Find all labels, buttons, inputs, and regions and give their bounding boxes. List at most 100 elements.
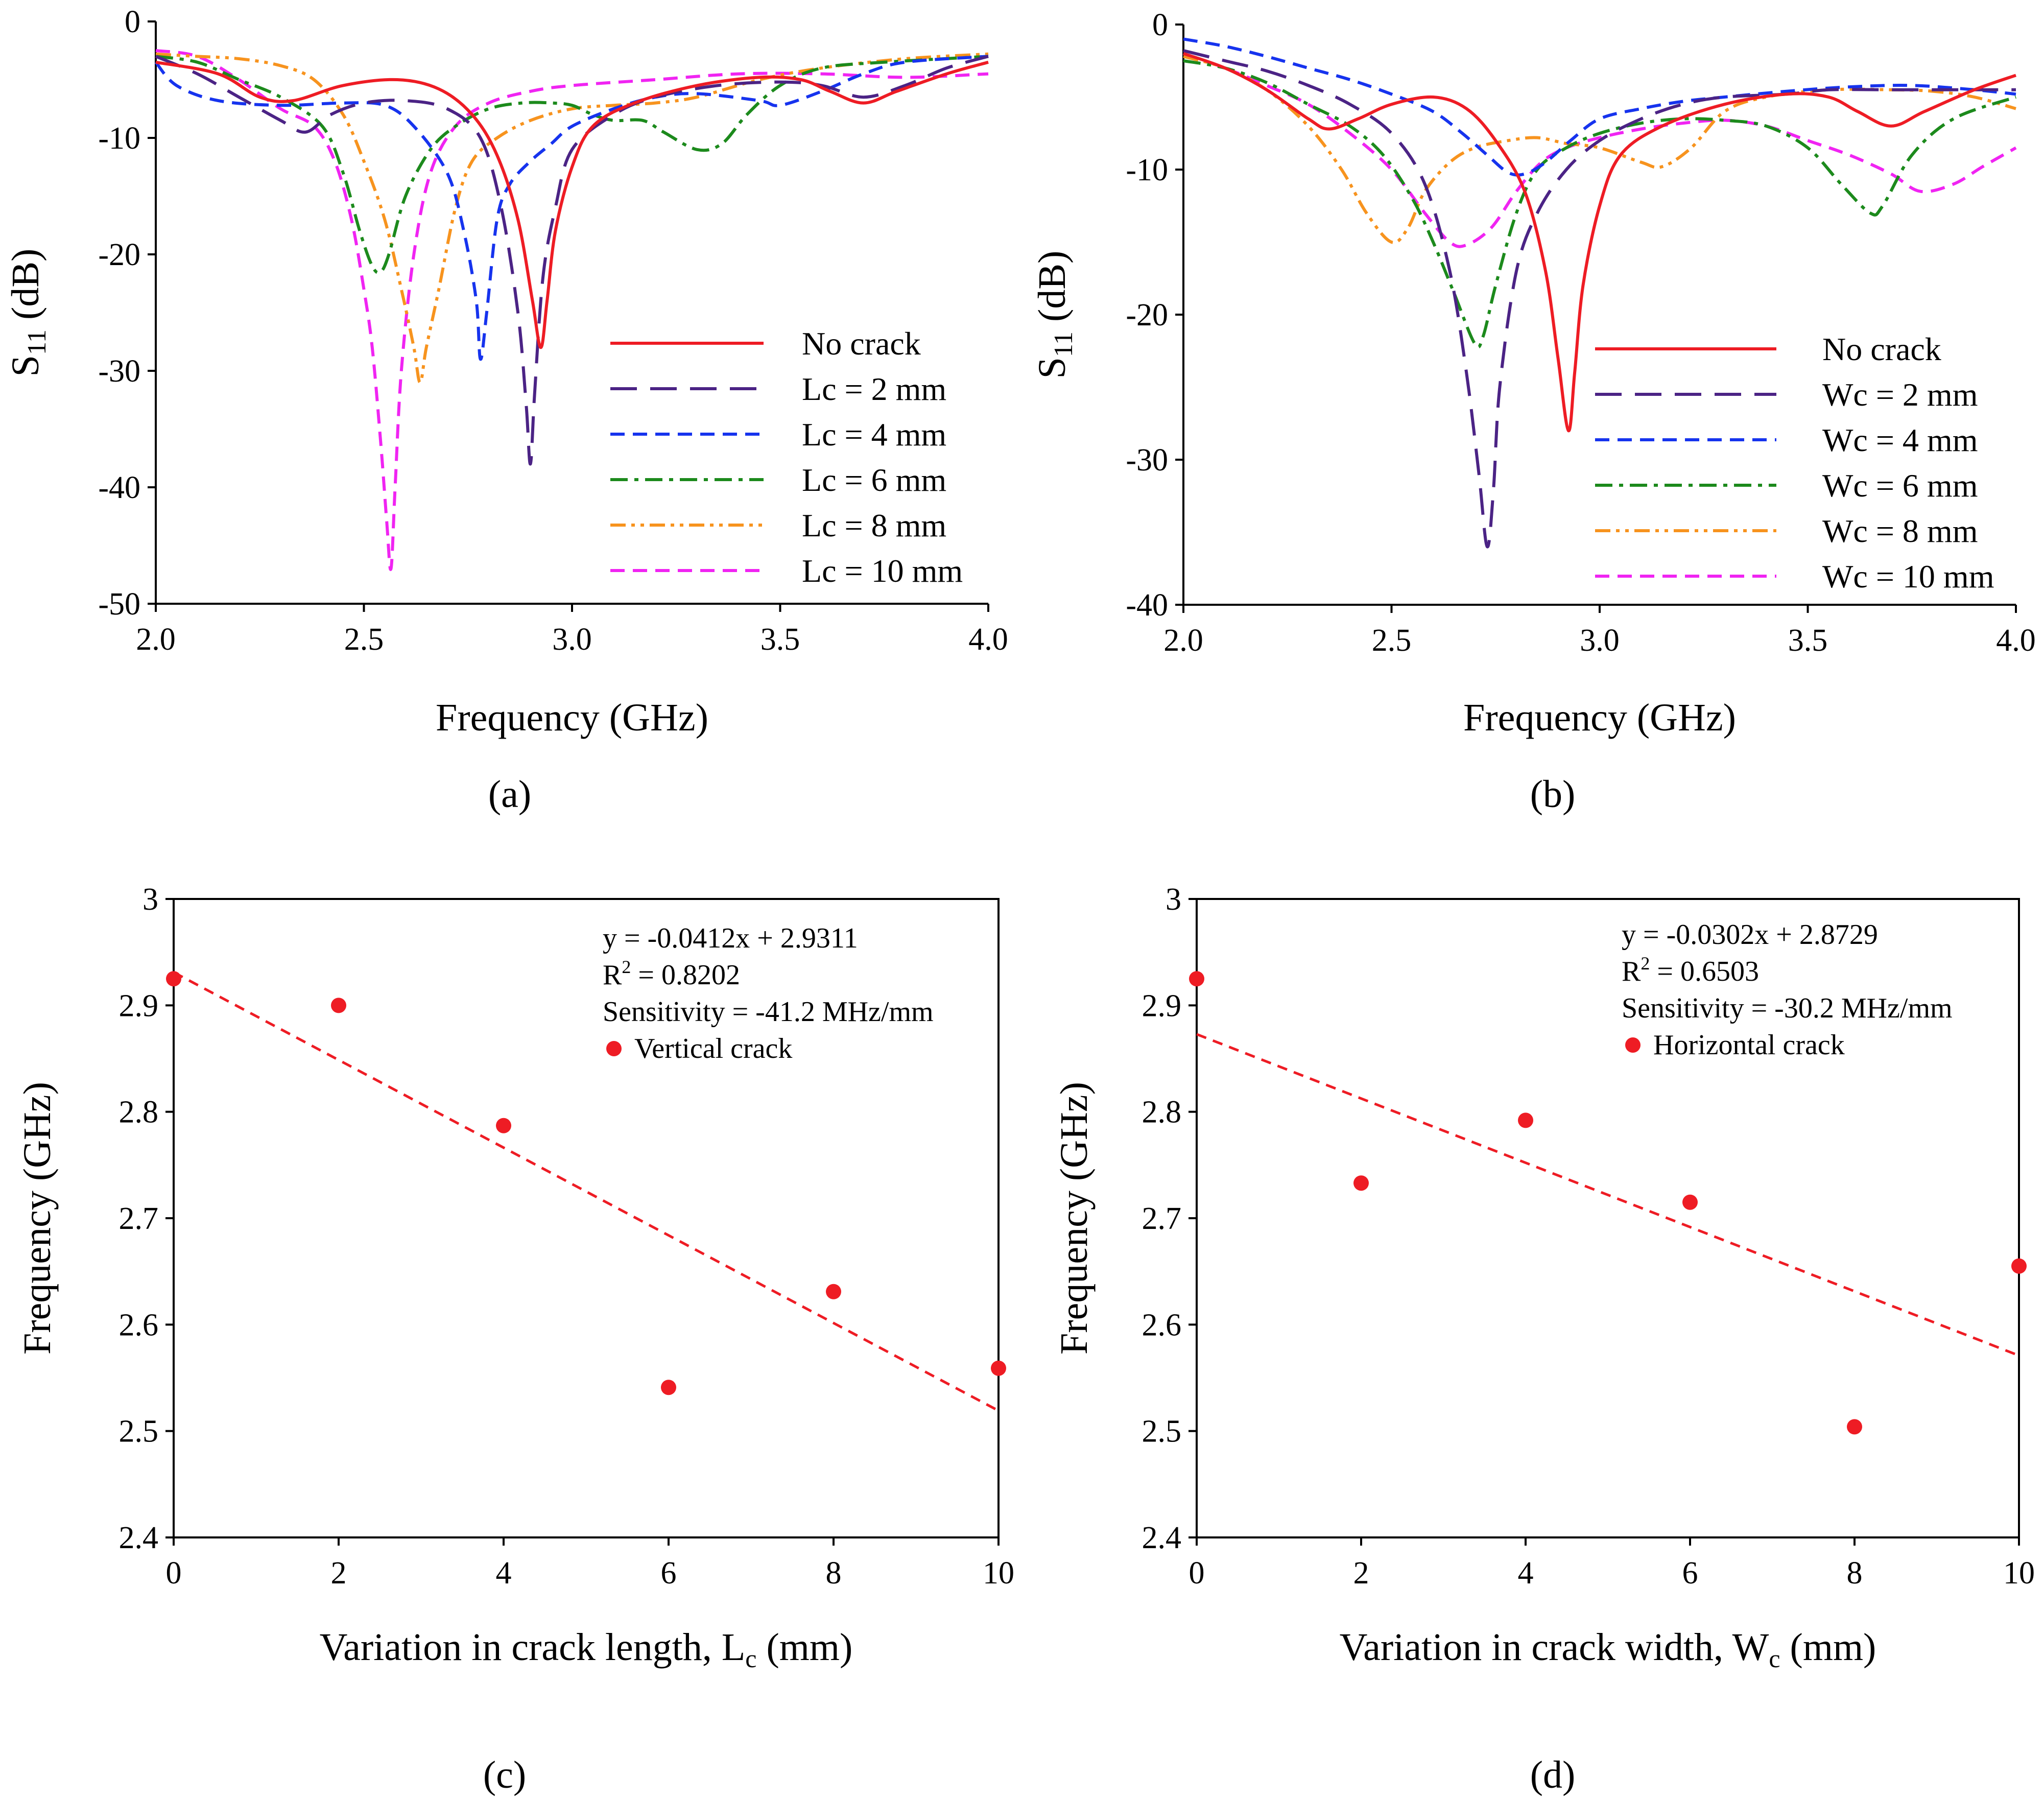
legend-label: Lc = 2 mm <box>802 371 946 407</box>
x-tick-label: 2.5 <box>1372 623 1412 658</box>
chart-panel-d: 0 2 4 6 8 10 3 2.9 2.8 2.7 2.6 2.5 2.4 Variation in c… <box>1053 882 2035 1796</box>
series-line-2 <box>155 55 989 466</box>
x-tick-label: 4 <box>496 1556 512 1591</box>
y-tick-label: 2.9 <box>119 988 159 1023</box>
y-tick-label: -50 <box>98 587 140 622</box>
x-tick-label: 2.0 <box>1163 623 1203 658</box>
chart-panel-b: 2.0 2.5 3.0 3.5 4.0 0 -10 -20 -30 -40 Frequency (G… <box>1031 8 2036 816</box>
y-tick-label: 3 <box>1166 882 1181 917</box>
y-tick-label: 2.8 <box>119 1095 159 1130</box>
y-tick-label: 2.8 <box>1142 1095 1182 1130</box>
x-axis-title: Frequency (GHz) <box>1463 696 1736 739</box>
y-axis-title-suffix: (dB) <box>1031 251 1074 331</box>
series-line-3 <box>1183 37 2016 177</box>
x-tick-label: 3.5 <box>1788 623 1828 658</box>
x-tick-label: 10 <box>2003 1556 2035 1591</box>
r-squared-symbol: R <box>1622 956 1641 987</box>
x-tick-label: 8 <box>1847 1556 1863 1591</box>
data-point <box>1189 971 1204 987</box>
legend-label: No crack <box>1822 331 1941 367</box>
x-tick-label: 2 <box>1353 1556 1369 1591</box>
legend-label: Wc = 2 mm <box>1822 376 1978 413</box>
x-axis-title: Frequency (GHz) <box>436 696 708 739</box>
x-tick-label: 4 <box>1518 1556 1534 1591</box>
series-line-5 <box>1183 55 2016 244</box>
x-tick-label: 2.5 <box>344 622 384 657</box>
y-tick-label: -10 <box>1126 153 1168 187</box>
trendline-equation: y = -0.0412x + 2.9311 <box>603 922 858 954</box>
x-axis-title: Variation in crack width, Wc (mm) <box>1340 1626 1876 1673</box>
data-point <box>331 998 346 1013</box>
panel-caption: (b) <box>1530 773 1576 816</box>
y-axis-title-main: S <box>4 355 47 376</box>
y-tick-label: -40 <box>98 470 140 505</box>
x-axis-title: Variation in crack length, Lc (mm) <box>320 1626 853 1673</box>
y-tick-label: -20 <box>98 238 140 272</box>
x-axis-title-suffix: (mm) <box>756 1626 852 1669</box>
y-tick-label: 2.5 <box>1142 1414 1182 1449</box>
data-point <box>1682 1194 1698 1210</box>
series-line-4 <box>155 55 989 274</box>
x-axis-title-subscript: c <box>1769 1644 1780 1673</box>
y-tick-label: 0 <box>1152 8 1168 42</box>
data-point <box>2011 1258 2027 1274</box>
chart-panel-c: 0 2 4 6 8 10 3 2.9 2.8 2.7 2.6 2.5 2.4 Variation in c… <box>16 882 1014 1796</box>
r-squared-symbol: R <box>603 959 622 991</box>
chart-panel-a: 2.0 2.5 3.0 3.5 4.0 0 -10 -20 -30 -40 -50 Frequency… <box>4 5 1008 816</box>
x-tick-label: 10 <box>983 1556 1014 1591</box>
r-squared-value: = 0.8202 <box>631 959 740 991</box>
r-squared: R2 = 0.8202 <box>603 957 740 991</box>
r-squared-exponent: 2 <box>1641 953 1650 974</box>
x-tick-label: 8 <box>826 1556 842 1591</box>
data-point <box>826 1284 841 1299</box>
series-line-1 <box>1183 52 2016 433</box>
r-squared-value: = 0.6503 <box>1650 956 1759 987</box>
x-tick-label: 3.5 <box>760 622 800 657</box>
legend-label: Wc = 8 mm <box>1822 513 1978 549</box>
y-tick-label: -10 <box>98 121 140 156</box>
y-tick-label: 2.7 <box>119 1201 159 1236</box>
legend-label: Vertical crack <box>634 1033 792 1064</box>
data-point <box>1847 1419 1862 1435</box>
y-axis-title: Frequency (GHz) <box>16 1082 59 1355</box>
x-tick-label: 0 <box>1189 1556 1205 1591</box>
y-axis-title-subscript: 11 <box>22 329 52 355</box>
x-axis-title-suffix: (mm) <box>1780 1626 1876 1669</box>
legend-label: Lc = 6 mm <box>802 462 946 498</box>
trendline <box>1196 1033 2019 1357</box>
x-tick-label: 4.0 <box>1996 623 2036 658</box>
y-tick-label: 3 <box>142 882 158 917</box>
x-axis-title-main: Variation in crack width, W <box>1340 1626 1769 1669</box>
x-tick-label: 0 <box>166 1556 182 1591</box>
y-tick-label: 2.5 <box>119 1414 159 1449</box>
y-axis-title: S11 (dB) <box>4 249 52 377</box>
legend-marker <box>1625 1037 1641 1053</box>
y-axis-title: Frequency (GHz) <box>1053 1082 1096 1355</box>
plot-area <box>154 49 989 571</box>
y-axis-title-main: S <box>1031 357 1074 378</box>
series-line-3 <box>154 55 989 361</box>
x-axis-title-main: Variation in crack length, L <box>320 1626 746 1669</box>
y-tick-label: 2.4 <box>1142 1521 1182 1555</box>
x-tick-label: 4.0 <box>968 622 1008 657</box>
legend-label: Wc = 6 mm <box>1822 467 1978 504</box>
x-tick-label: 6 <box>1682 1556 1698 1591</box>
legend-label: Wc = 10 mm <box>1822 558 1994 595</box>
sensitivity-label: Sensitivity = -41.2 MHz/mm <box>603 996 934 1028</box>
x-tick-label: 6 <box>661 1556 677 1591</box>
data-point <box>1518 1112 1533 1128</box>
r-squared-exponent: 2 <box>622 957 631 977</box>
r-squared: R2 = 0.6503 <box>1622 953 1759 987</box>
x-tick-label: 3.0 <box>552 622 592 657</box>
legend-label: Lc = 10 mm <box>802 553 963 589</box>
y-axis-title: S11 (dB) <box>1031 251 1078 379</box>
y-tick-label: 2.4 <box>119 1521 159 1555</box>
legend-label: Horizontal crack <box>1653 1029 1845 1061</box>
data-point <box>661 1380 676 1395</box>
legend-label: Wc = 4 mm <box>1822 422 1978 458</box>
y-axis-title-suffix: (dB) <box>4 249 47 329</box>
data-point <box>496 1118 511 1133</box>
x-tick-label: 3.0 <box>1580 623 1620 658</box>
